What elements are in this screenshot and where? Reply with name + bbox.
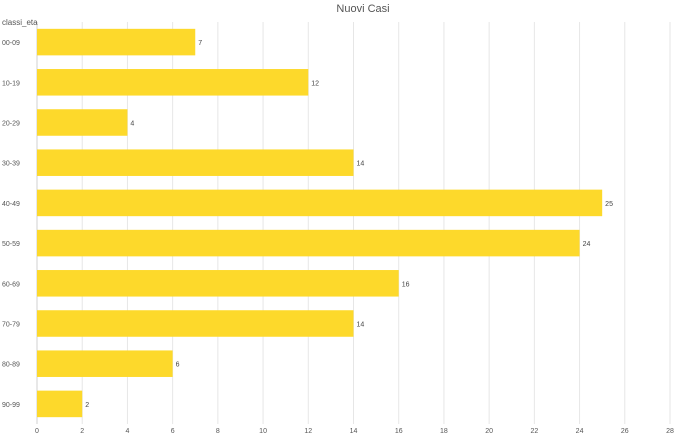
x-tick-label: 16 <box>395 428 403 435</box>
bar-value-label: 12 <box>311 80 319 87</box>
bar <box>37 350 173 377</box>
y-category-label: 30-39 <box>2 161 20 168</box>
y-category-label: 50-59 <box>2 241 20 248</box>
bar <box>37 229 580 257</box>
x-tick-label: 18 <box>440 428 448 435</box>
y-category-label: 60-69 <box>2 281 20 288</box>
bars <box>37 28 603 418</box>
y-category-label: 40-49 <box>2 201 20 208</box>
x-tick-label: 26 <box>621 428 629 435</box>
y-axis-title: classi_eta <box>2 18 38 27</box>
bar <box>37 109 128 136</box>
x-tick-label: 24 <box>576 428 584 435</box>
x-tick-label: 12 <box>304 428 312 435</box>
y-category-label: 20-29 <box>2 121 20 128</box>
x-tick-label: 4 <box>125 428 129 435</box>
y-category-label: 70-79 <box>2 322 20 329</box>
bar <box>37 149 354 176</box>
x-tick-label: 14 <box>350 428 358 435</box>
bar <box>37 69 309 96</box>
y-category-label: 90-99 <box>2 402 20 409</box>
bar-value-label: 2 <box>85 402 89 409</box>
x-axis-ticks: 0 2 4 6 8 10 12 14 16 18 20 22 24 26 28 <box>35 428 674 435</box>
x-tick-label: 10 <box>259 428 267 435</box>
x-tick-label: 28 <box>666 428 674 435</box>
x-tick-label: 2 <box>80 428 84 435</box>
y-axis-categories: 00-09 10-19 20-29 30-39 40-49 50-59 60-69 70-79… <box>2 40 20 409</box>
chart-title: Nuovi Casi <box>336 3 389 15</box>
y-category-label: 00-09 <box>2 40 20 47</box>
y-category-label: 80-89 <box>2 362 20 369</box>
bar-value-label: 14 <box>357 322 365 329</box>
x-tick-label: 0 <box>35 428 39 435</box>
bar-value-label: 4 <box>130 121 134 128</box>
bar-value-label: 25 <box>605 201 613 208</box>
bar <box>37 270 399 297</box>
bar-value-label: 16 <box>402 281 410 288</box>
bar-value-label: 24 <box>583 241 591 248</box>
y-category-label: 10-19 <box>2 80 20 87</box>
bar-value-label: 14 <box>357 161 365 168</box>
bar <box>37 28 196 56</box>
x-tick-label: 22 <box>530 428 538 435</box>
bar <box>37 189 603 217</box>
x-tick-label: 8 <box>216 428 220 435</box>
bar <box>37 390 83 418</box>
bar <box>37 310 354 337</box>
data-labels: 7 12 4 14 25 24 16 14 6 2 <box>85 40 613 409</box>
bar-value-label: 7 <box>198 40 202 47</box>
x-tick-label: 20 <box>485 428 493 435</box>
bar-value-label: 6 <box>176 362 180 369</box>
x-tick-label: 6 <box>171 428 175 435</box>
